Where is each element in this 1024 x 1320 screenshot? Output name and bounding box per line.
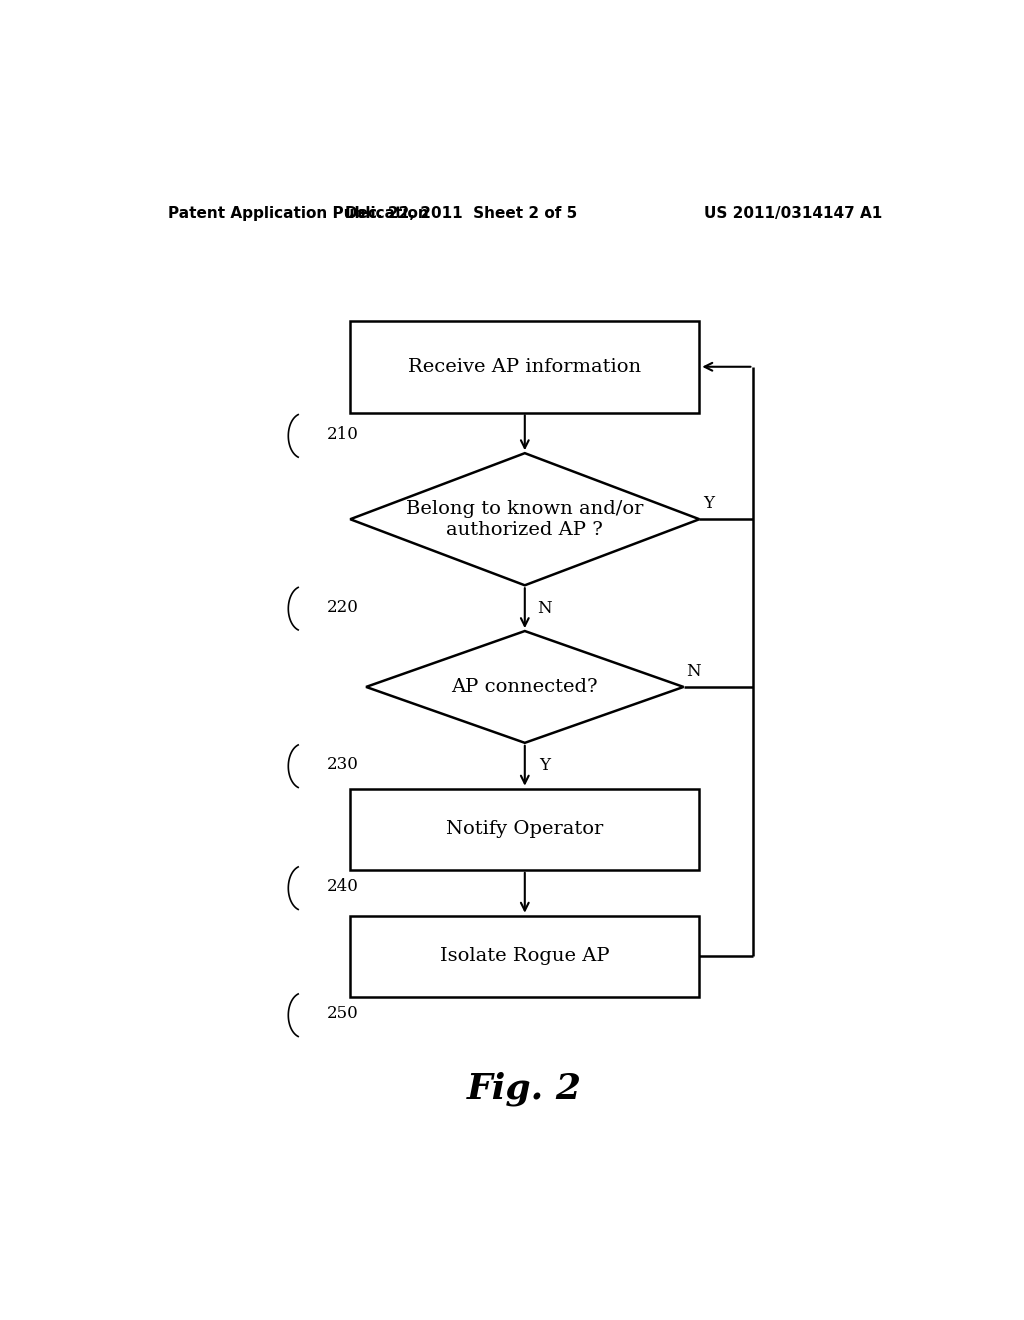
Text: Patent Application Publication: Patent Application Publication <box>168 206 428 220</box>
Bar <box>350 916 699 997</box>
Bar <box>350 788 699 870</box>
Polygon shape <box>367 631 684 743</box>
Text: Fig. 2: Fig. 2 <box>467 1071 583 1106</box>
Polygon shape <box>350 453 699 585</box>
Text: Dec. 22, 2011  Sheet 2 of 5: Dec. 22, 2011 Sheet 2 of 5 <box>345 206 578 220</box>
Text: 230: 230 <box>327 756 358 774</box>
Text: Belong to known and/or
authorized AP ?: Belong to known and/or authorized AP ? <box>407 500 643 539</box>
Text: 220: 220 <box>327 598 358 615</box>
Text: Notify Operator: Notify Operator <box>446 820 603 838</box>
Text: N: N <box>686 663 700 680</box>
Text: Isolate Rogue AP: Isolate Rogue AP <box>440 948 609 965</box>
Bar <box>350 321 699 412</box>
Text: Receive AP information: Receive AP information <box>409 358 641 376</box>
Text: AP connected?: AP connected? <box>452 678 598 696</box>
Text: 250: 250 <box>327 1005 358 1022</box>
Text: Y: Y <box>703 495 715 512</box>
Text: N: N <box>538 599 552 616</box>
Text: Y: Y <box>540 758 550 775</box>
Text: 210: 210 <box>327 426 358 442</box>
Text: US 2011/0314147 A1: US 2011/0314147 A1 <box>703 206 882 220</box>
Text: 240: 240 <box>327 878 358 895</box>
